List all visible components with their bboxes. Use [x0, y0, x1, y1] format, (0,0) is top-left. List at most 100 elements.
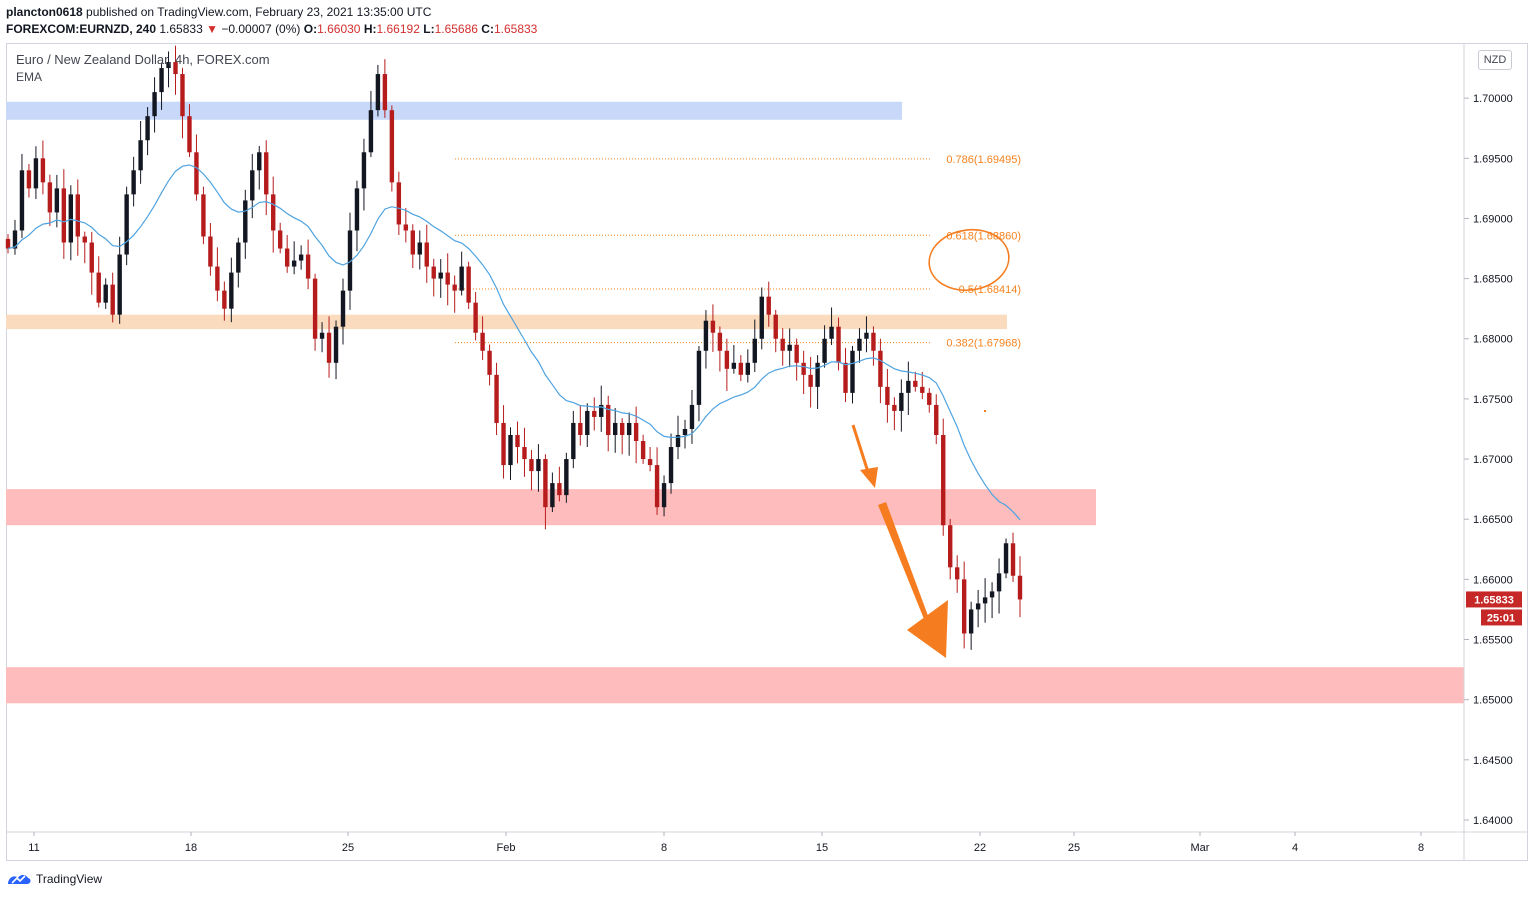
candle-body [961, 579, 967, 634]
candle-body [801, 362, 806, 375]
countdown-label: 25:01 [1487, 612, 1515, 624]
price-tick-label: 1.67000 [1473, 454, 1513, 466]
candle-body [982, 597, 988, 604]
low-label: L: [423, 22, 435, 36]
candle-body [110, 284, 115, 315]
time-tick-label: 8 [661, 842, 667, 854]
price-change: −0.00007 (0%) [221, 22, 301, 36]
candle-body [557, 483, 562, 496]
countdown-tag [1481, 609, 1522, 626]
candle-body [710, 320, 716, 333]
candle-body [466, 266, 471, 303]
candle-body [954, 567, 960, 580]
candle-body [250, 170, 255, 201]
small-arrow-shaft [851, 424, 870, 473]
candle-body [619, 422, 625, 435]
candle-body [996, 573, 1002, 592]
candle-body [96, 272, 101, 303]
candle-body [264, 152, 269, 195]
currency-badge[interactable]: NZD [1478, 50, 1512, 70]
price-tick-label: 1.66000 [1473, 574, 1513, 586]
candle-body [354, 188, 360, 231]
candle-body [501, 422, 506, 466]
candle-body [47, 182, 53, 213]
price-tick-label: 1.65000 [1473, 695, 1513, 707]
candle-body [543, 459, 548, 508]
time-tick-label: 22 [974, 842, 986, 854]
price-tick-label: 1.65500 [1473, 635, 1513, 647]
current-price-label: 1.65833 [1474, 594, 1514, 606]
candle-body [333, 326, 339, 363]
candle-body [529, 459, 534, 472]
last-price: 1.65833 [159, 22, 203, 36]
candle-body [229, 272, 234, 309]
candle-body [410, 230, 415, 255]
candle-body [850, 350, 855, 393]
candle-body [675, 434, 681, 448]
high-value: 1.66192 [376, 22, 420, 36]
axes-layer: 1.70000 1.69500 1.69000 1.68500 1.68000 1.675… [6, 44, 1527, 860]
candle-body [473, 302, 478, 333]
ema-legend[interactable]: EMA [16, 70, 43, 84]
candle-body [396, 182, 402, 225]
candle-body [745, 362, 751, 375]
candle-body [920, 386, 925, 393]
fib-layer: 0.786(1.69495) 0.618(1.68860) 0.5(1.68414)… [455, 154, 1021, 350]
candle-body [661, 483, 667, 508]
high-label: H: [363, 22, 377, 36]
price-tick-label: 1.66500 [1473, 514, 1513, 526]
time-tick-label: 18 [185, 842, 197, 854]
candle-body [1010, 543, 1016, 576]
fib-label: 0.5(1.68414) [959, 284, 1021, 296]
candle-body [152, 92, 157, 117]
candle-body [159, 68, 164, 93]
candle-body [138, 140, 143, 171]
zones-layer [6, 101, 1464, 704]
symbol-label: FOREXCOM:EURNZD, 240 [6, 22, 157, 36]
price-tick-label: 1.64000 [1473, 815, 1513, 827]
publisher-name[interactable]: plancton0618 [6, 5, 83, 19]
candle-body [403, 224, 409, 231]
candle-body [19, 170, 25, 231]
candle-body [640, 441, 646, 460]
time-tick-label: 11 [28, 842, 39, 854]
candle-body [5, 238, 11, 249]
pane-title: Euro / New Zealand Dollar, 4h, FOREX.com [16, 52, 270, 67]
candle-body [934, 404, 939, 435]
candle-body [906, 380, 911, 393]
candle-body [194, 152, 199, 195]
candle-body [550, 483, 555, 508]
candle-body [82, 236, 87, 243]
candle-body [75, 194, 80, 237]
candle-body [271, 194, 276, 231]
candle-body [215, 266, 220, 291]
candle-body [68, 194, 74, 243]
close-value: 1.65833 [493, 22, 538, 36]
price-tick-label: 1.64500 [1473, 755, 1513, 767]
ohlc-line: FOREXCOM:EURNZD, 240 1.65833 ▼ −0.00007 … [6, 22, 537, 36]
candle-body [305, 254, 311, 279]
candle-body [1003, 543, 1009, 574]
candle-body [375, 74, 381, 111]
candle-body [319, 332, 325, 339]
chart-frame [6, 43, 1528, 861]
candle-body [857, 338, 862, 351]
tradingview-footer[interactable]: TradingView [6, 872, 102, 886]
candle-body [968, 609, 974, 634]
candle-body [243, 200, 248, 243]
candle-body [948, 525, 953, 568]
candle-body [731, 362, 737, 369]
change-down-icon: ▼ [206, 22, 218, 36]
candle-body [166, 62, 171, 69]
candle-body [431, 266, 436, 279]
price-tick-label: 1.67500 [1473, 394, 1513, 406]
small-arrow-head-icon [860, 467, 878, 488]
candle-body [752, 338, 757, 363]
candle-body [592, 410, 597, 417]
open-value: 1.66030 [317, 22, 361, 36]
candle-body [654, 465, 660, 508]
candle-body [836, 326, 841, 363]
candle-body [808, 374, 813, 387]
candle-body [33, 158, 39, 189]
